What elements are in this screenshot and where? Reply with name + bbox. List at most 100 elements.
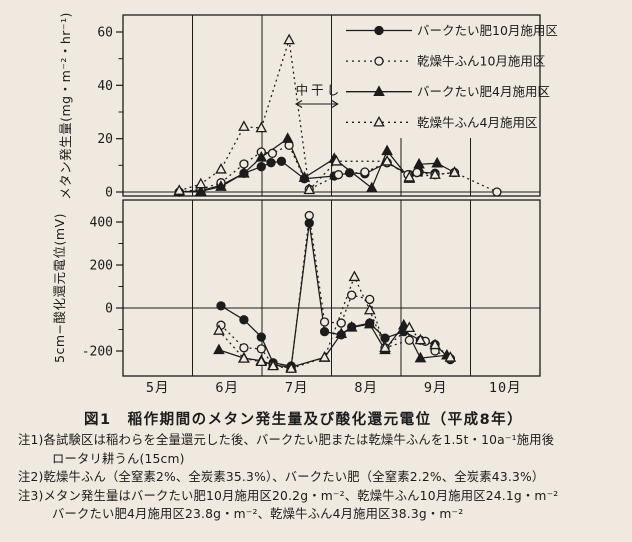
legend-label: バークたい肥10月施用区: [417, 23, 558, 38]
month-label: 8月: [354, 380, 378, 396]
y-tick-label: -200: [82, 345, 113, 360]
y-tick-label: 0: [105, 302, 113, 317]
open-triangle-marker: [238, 352, 250, 363]
open-triangle-marker: [363, 303, 376, 315]
open-circle-marker: [267, 148, 278, 158]
note-line-5: バークたい肥4月施用区23.8g・m⁻²、乾燥牛ふん4月施用区38.3g・m⁻²: [52, 507, 464, 522]
open-triangle-marker: [255, 121, 268, 133]
filled-triangle-marker: [431, 156, 443, 168]
note-line-4: 注3)メタン発生量はバークたい肥10月施用区20.2g・m⁻²、乾燥牛ふん10月…: [18, 488, 559, 503]
open-triangle-marker: [215, 162, 227, 174]
y-axis-title: メタン発生量(mg・m⁻²・hr⁻¹): [58, 12, 73, 200]
filled-triangle-marker: [414, 351, 427, 363]
filled-triangle-marker: [345, 320, 358, 332]
filled-triangle-marker: [215, 180, 227, 191]
open-circle-marker: [374, 56, 384, 66]
month-label: 7月: [285, 380, 309, 396]
filled-triangle-marker: [213, 343, 225, 355]
filled-triangle-marker: [397, 318, 410, 330]
y-tick-label: 0: [105, 186, 113, 201]
open-circle-marker: [365, 294, 375, 305]
filled-triangle-marker: [413, 157, 425, 169]
month-label: 5月: [146, 380, 170, 396]
filled-circle-marker: [256, 162, 266, 172]
figure-caption: 図1 稲作期間のメタン発生量及び酸化還元電位（平成8年）: [84, 412, 524, 428]
open-circle-marker: [412, 167, 422, 178]
annotation-label: 中干し: [296, 83, 343, 98]
note-line-2: ロータリ耕うん(15cm): [52, 451, 185, 466]
filled-circle-marker: [239, 315, 249, 325]
open-circle-marker: [360, 167, 370, 177]
filled-circle-marker: [344, 168, 355, 178]
figure-notes: 注1)各試験区は稲わらを全量還元した後、バークたい肥または乾燥牛ふんを1.5t・…: [18, 431, 624, 524]
series-line: [220, 215, 451, 369]
open-triangle-marker: [173, 184, 186, 195]
open-circle-marker: [336, 318, 346, 328]
filled-triangle-marker: [381, 144, 393, 156]
open-triangle-marker: [285, 362, 297, 373]
methane-orp-figure: 0 20 40 60 メタン発生量(mg・m⁻²・hr⁻¹) -200 0 200 400 5cm…: [52, 12, 558, 396]
filled-triangle-marker: [373, 85, 385, 96]
open-circle-marker: [239, 159, 249, 169]
legend-label: 乾燥牛ふん10月施用区: [417, 54, 545, 69]
open-triangle-marker: [283, 33, 295, 45]
open-triangle-marker: [403, 321, 416, 333]
open-triangle-marker: [348, 270, 361, 282]
legend-label: 乾燥牛ふん4月施用区: [417, 115, 537, 130]
filled-triangle-marker: [366, 181, 378, 193]
month-label: 10月: [489, 380, 522, 396]
filled-circle-marker: [266, 158, 276, 168]
filled-triangle-marker: [238, 166, 250, 178]
open-triangle-marker: [213, 324, 225, 335]
y-tick-label: 200: [90, 259, 113, 274]
month-label: 6月: [215, 380, 239, 396]
filled-triangle-marker: [281, 132, 294, 143]
filled-triangle-marker: [298, 171, 311, 182]
open-triangle-marker: [448, 166, 461, 177]
y-tick-label: 40: [97, 79, 113, 94]
open-triangle-marker: [267, 359, 279, 371]
open-triangle-marker: [303, 183, 316, 195]
open-triangle-marker: [414, 333, 427, 345]
open-circle-marker: [256, 344, 266, 354]
legend-label: バークたい肥4月施用区: [417, 84, 550, 99]
filled-triangle-marker: [195, 184, 207, 196]
open-circle-marker: [319, 317, 330, 327]
open-triangle-marker: [381, 154, 393, 166]
arrowhead-right: [331, 100, 339, 108]
open-triangle-marker: [429, 338, 441, 350]
series-line: [220, 223, 451, 367]
open-circle-marker: [347, 290, 357, 300]
filled-circle-marker: [276, 156, 287, 166]
open-triangle-marker: [403, 170, 416, 182]
arrowhead-left: [294, 100, 303, 108]
open-triangle-marker: [195, 177, 207, 189]
filled-circle-marker: [319, 326, 330, 337]
open-triangle-marker: [379, 341, 391, 353]
open-triangle-marker: [429, 168, 441, 179]
note-line-1: 注1)各試験区は稲わらを全量還元した後、バークたい肥または乾燥牛ふんを1.5t・…: [18, 433, 555, 447]
y-tick-label: 20: [97, 132, 113, 147]
filled-circle-marker: [216, 301, 226, 311]
filled-circle-marker: [256, 332, 266, 342]
open-triangle-marker: [255, 355, 268, 367]
open-triangle-marker: [330, 154, 343, 166]
open-triangle-marker: [238, 120, 250, 131]
y-axis-title: 5cm−酸化還元電位(mV): [52, 213, 67, 363]
filled-triangle-marker: [363, 317, 376, 329]
filled-circle-marker: [374, 25, 384, 36]
open-circle-marker: [304, 210, 314, 221]
note-line-3: 注2)乾燥牛ふん（全窒素2%、全炭素35.3%）、バークたい肥（全窒素2.2%、…: [18, 470, 545, 485]
open-triangle-marker: [373, 115, 385, 127]
open-circle-marker: [239, 343, 249, 353]
filled-triangle-marker: [255, 150, 268, 162]
y-tick-label: 400: [90, 216, 113, 231]
series-line: [218, 275, 451, 370]
open-circle-marker: [333, 170, 344, 180]
chart-canvas: 0 20 40 60 メタン発生量(mg・m⁻²・hr⁻¹) -200 0 200 400 5cm…: [52, 12, 558, 396]
open-circle-marker: [492, 187, 502, 197]
y-tick-label: 60: [97, 25, 113, 40]
filled-circle-marker: [380, 333, 390, 343]
month-label: 9月: [424, 380, 448, 396]
